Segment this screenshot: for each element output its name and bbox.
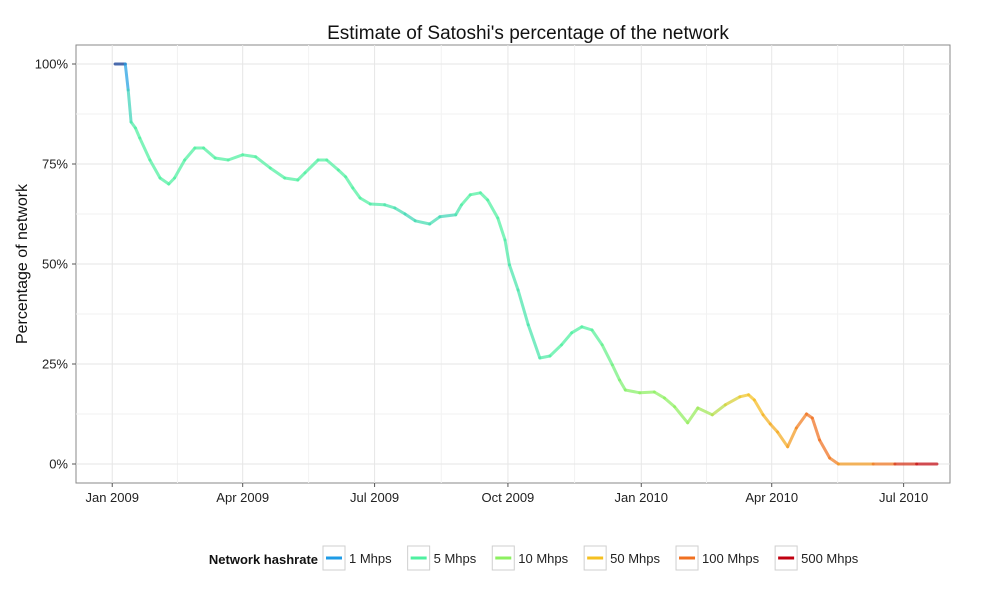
line-segment xyxy=(296,171,307,182)
line-segment xyxy=(723,395,742,407)
y-axis-label: Percentage of network xyxy=(14,183,31,344)
line-segment xyxy=(768,422,780,434)
line-segment xyxy=(138,136,152,162)
legend-label: 50 Mhps xyxy=(610,551,660,566)
line-segment xyxy=(303,158,320,175)
line-segment xyxy=(828,456,840,466)
line-segment xyxy=(325,158,340,172)
line-segment xyxy=(786,426,798,449)
line-segment xyxy=(336,168,348,179)
line-segment xyxy=(794,412,809,430)
line-segment xyxy=(810,416,822,442)
data-line xyxy=(113,62,939,466)
line-segment xyxy=(818,438,832,460)
line-segment xyxy=(673,405,690,425)
line-segment xyxy=(618,378,627,392)
legend-item: 1 Mhps xyxy=(322,545,392,571)
x-tick-label: Apr 2010 xyxy=(745,490,798,505)
line-segment xyxy=(526,323,542,360)
line-segment xyxy=(413,219,432,226)
line-segment xyxy=(393,206,407,216)
line-segment xyxy=(776,430,790,449)
line-segment xyxy=(403,212,417,223)
x-tick-label: Jan 2009 xyxy=(85,490,139,505)
x-axis: Jan 2009 Apr 2009 Jul 2009 Oct 2009 Jan 2010… xyxy=(85,483,928,505)
line-segment xyxy=(158,176,171,186)
line-segment xyxy=(503,238,511,267)
line-segment xyxy=(126,88,133,124)
line-segment xyxy=(358,196,372,206)
line-segment xyxy=(460,193,472,207)
line-segment xyxy=(662,396,677,409)
line-segment xyxy=(254,155,272,170)
x-tick-label: Jul 2010 xyxy=(879,490,928,505)
legend-item: 500 Mhps xyxy=(774,545,859,571)
y-tick-label: 50% xyxy=(42,257,68,272)
line-segment xyxy=(123,62,130,92)
line-segment xyxy=(590,328,604,347)
line-segment xyxy=(516,288,530,327)
line-segment xyxy=(486,198,500,220)
y-axis: 0% 25% 50% 75% 100% xyxy=(35,57,76,472)
legend-label: 5 Mhps xyxy=(434,551,477,566)
line-segment xyxy=(710,403,727,417)
line-segment xyxy=(241,153,258,159)
line-segment xyxy=(344,175,355,190)
x-tick-label: Jul 2009 xyxy=(350,490,399,505)
y-tick-label: 25% xyxy=(42,357,68,372)
line-segment xyxy=(438,213,458,219)
legend-item: 50 Mhps xyxy=(583,545,661,571)
y-tick-label: 100% xyxy=(35,57,69,72)
line-segment xyxy=(133,126,142,140)
legend-item: 5 Mhps xyxy=(407,545,477,571)
line-segment xyxy=(560,331,574,347)
line-segment xyxy=(548,343,564,358)
line-segment xyxy=(468,191,482,197)
y-tick-label: 75% xyxy=(42,157,68,172)
line-segment xyxy=(580,325,594,332)
legend-item: 10 Mhps xyxy=(491,545,569,571)
line-segment xyxy=(761,413,772,426)
legend-label: 500 Mhps xyxy=(801,551,859,566)
line-segment xyxy=(696,406,714,417)
line-segment xyxy=(610,363,622,382)
line-segment xyxy=(538,354,552,360)
line-segment xyxy=(507,263,520,292)
line-segment xyxy=(638,390,656,395)
line-segment xyxy=(496,216,507,242)
legend-label: 100 Mhps xyxy=(702,551,760,566)
legend-label: 1 Mhps xyxy=(349,551,392,566)
line-segment xyxy=(570,325,584,335)
line-segment xyxy=(368,202,387,207)
line-segment xyxy=(652,390,666,400)
line-segment xyxy=(686,406,700,425)
line-segment xyxy=(454,203,464,217)
x-tick-label: Oct 2009 xyxy=(482,490,535,505)
line-segment xyxy=(383,203,397,210)
line-segment xyxy=(148,158,162,180)
line-segment xyxy=(226,153,245,162)
x-tick-label: Apr 2009 xyxy=(216,490,269,505)
x-tick-label: Jan 2010 xyxy=(615,490,669,505)
line-segment xyxy=(600,343,614,367)
y-tick-label: 0% xyxy=(49,457,68,472)
line-segment xyxy=(213,156,230,162)
line-segment xyxy=(428,215,442,226)
line-segment xyxy=(478,191,490,202)
line-segment xyxy=(183,146,197,162)
legend-title: Network hashrate xyxy=(209,552,318,567)
line-segment xyxy=(752,398,765,417)
line-segment xyxy=(283,176,300,182)
line-segment xyxy=(202,146,217,160)
legend-label: 10 Mhps xyxy=(518,551,568,566)
line-segment xyxy=(268,166,287,180)
chart-title: Estimate of Satoshi's percentage of the … xyxy=(327,23,729,44)
legend: Network hashrate 1 Mhps 5 Mhps 10 Mhps 50 M… xyxy=(209,545,859,571)
legend-item: 100 Mhps xyxy=(675,545,760,571)
line-segment xyxy=(351,186,362,200)
line-segment xyxy=(623,388,642,395)
line-segment xyxy=(173,158,187,180)
